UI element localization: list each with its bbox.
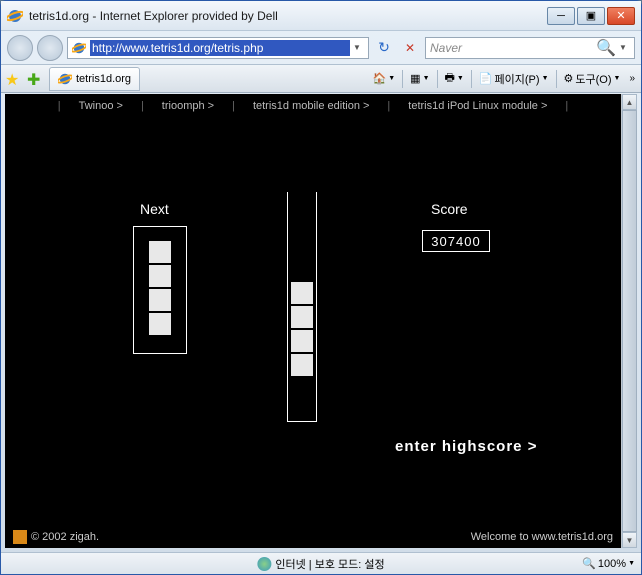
nav-link-ipod[interactable]: tetris1d iPod Linux module >: [408, 100, 547, 112]
site-nav: | Twinoo > | trioomph > | tetris1d mobil…: [5, 94, 621, 118]
address-bar[interactable]: http://www.tetris1d.org/tetris.php ▼: [67, 37, 369, 59]
page-menu[interactable]: 📄페이지(P)▼: [474, 68, 554, 90]
zoom-control[interactable]: 🔍 100% ▼: [582, 557, 635, 570]
tools-menu[interactable]: ⚙도구(O)▼: [559, 68, 626, 90]
stop-button[interactable]: ✕: [399, 37, 421, 59]
refresh-button[interactable]: ↻: [373, 37, 395, 59]
feeds-button[interactable]: ▦▼: [405, 68, 434, 90]
tetris-block: [149, 289, 171, 311]
maximize-button[interactable]: ▣: [577, 7, 605, 25]
zoom-value: 100%: [598, 558, 626, 570]
internet-zone-icon: [257, 557, 271, 571]
welcome-text: Welcome to www.tetris1d.org: [471, 531, 613, 543]
page-footer: © 2002 zigah. Welcome to www.tetris1d.or…: [5, 526, 621, 548]
nav-sep: |: [387, 100, 390, 112]
titlebar: tetris1d.org - Internet Explorer provide…: [1, 1, 641, 31]
search-dropdown-icon[interactable]: ▼: [616, 43, 630, 52]
copyright-text: © 2002 zigah.: [31, 531, 99, 543]
zoom-dropdown-icon[interactable]: ▼: [628, 560, 635, 567]
scroll-down-button[interactable]: ▼: [622, 532, 637, 548]
status-text: 인터넷 | 보호 모드: 설정: [275, 556, 384, 572]
tab-toolbar: ★ ✚ tetris1d.org 🏠▼ ▦▼ 🖶▼ 📄페이지(P)▼ ⚙도구(O…: [1, 65, 641, 93]
window-title: tetris1d.org - Internet Explorer provide…: [29, 9, 545, 23]
game-area: Next Score 307400 enter highscore >: [5, 118, 621, 538]
home-button[interactable]: 🏠▼: [368, 68, 401, 90]
nav-sep: |: [141, 100, 144, 112]
nav-link-mobile[interactable]: tetris1d mobile edition >: [253, 100, 369, 112]
nav-link-trioomph[interactable]: trioomph >: [162, 100, 214, 112]
address-url: http://www.tetris1d.org/tetris.php: [90, 40, 350, 56]
ie-icon: [7, 8, 23, 24]
separator: [437, 70, 438, 88]
separator: [471, 70, 472, 88]
status-zone: 인터넷 | 보호 모드: 설정: [257, 556, 384, 572]
footer-left: © 2002 zigah.: [13, 530, 99, 544]
page-icon: [72, 41, 86, 55]
next-label: Next: [140, 201, 169, 217]
enter-highscore-link[interactable]: enter highscore >: [395, 438, 537, 455]
score-value: 307400: [422, 230, 490, 252]
command-bar: 🏠▼ ▦▼ 🖶▼ 📄페이지(P)▼ ⚙도구(O)▼ »: [368, 68, 637, 90]
score-label: Score: [431, 201, 468, 217]
status-bar: 인터넷 | 보호 모드: 설정 🔍 100% ▼: [1, 552, 641, 574]
footer-logo-icon: [13, 530, 27, 544]
tetris-block: [149, 313, 171, 335]
close-button[interactable]: ✕: [607, 7, 635, 25]
search-placeholder: Naver: [430, 41, 596, 55]
next-piece-box: [133, 226, 187, 354]
browser-tab[interactable]: tetris1d.org: [49, 67, 140, 91]
forward-button[interactable]: [37, 35, 63, 61]
playfield[interactable]: [287, 192, 317, 422]
scroll-thumb[interactable]: [622, 110, 637, 532]
add-favorite-icon[interactable]: ✚: [27, 70, 45, 88]
nav-sep: |: [58, 100, 61, 112]
nav-sep: |: [565, 100, 568, 112]
back-button[interactable]: [7, 35, 33, 61]
nav-sep: |: [232, 100, 235, 112]
tab-label: tetris1d.org: [76, 73, 131, 85]
favorites-star-icon[interactable]: ★: [5, 70, 23, 88]
tetris-block: [291, 354, 313, 376]
zoom-icon: 🔍: [582, 557, 596, 570]
address-dropdown-icon[interactable]: ▼: [350, 43, 364, 52]
window-controls: ─ ▣ ✕: [545, 7, 635, 25]
nav-link-twinoo[interactable]: Twinoo >: [79, 100, 123, 112]
chevron-icon[interactable]: »: [627, 73, 637, 84]
search-icon[interactable]: 🔍: [596, 38, 616, 58]
tetris-block: [291, 330, 313, 352]
separator: [402, 70, 403, 88]
search-box[interactable]: Naver 🔍 ▼: [425, 37, 635, 59]
browser-window: tetris1d.org - Internet Explorer provide…: [0, 0, 642, 575]
tetris-block: [291, 306, 313, 328]
nav-toolbar: http://www.tetris1d.org/tetris.php ▼ ↻ ✕…: [1, 31, 641, 65]
scroll-up-button[interactable]: ▲: [622, 94, 637, 110]
tetris-block: [291, 282, 313, 304]
minimize-button[interactable]: ─: [547, 7, 575, 25]
page-content: | Twinoo > | trioomph > | tetris1d mobil…: [5, 94, 621, 548]
tab-icon: [58, 72, 72, 86]
separator: [556, 70, 557, 88]
tetris-block: [149, 265, 171, 287]
vertical-scrollbar[interactable]: ▲ ▼: [621, 94, 637, 548]
print-button[interactable]: 🖶▼: [440, 68, 469, 90]
tetris-block: [149, 241, 171, 263]
